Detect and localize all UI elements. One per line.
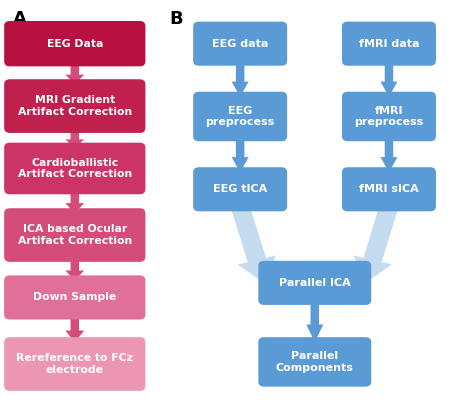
FancyBboxPatch shape [4,275,146,319]
Text: Cardioballistic
Artifact Correction: Cardioballistic Artifact Correction [18,158,132,179]
Text: EEG Data: EEG Data [46,39,103,49]
FancyBboxPatch shape [342,22,436,66]
Text: EEG data: EEG data [212,39,268,49]
Text: ICA based Ocular
Artifact Correction: ICA based Ocular Artifact Correction [18,224,132,246]
Text: fMRI data: fMRI data [359,39,419,49]
FancyBboxPatch shape [4,208,146,262]
FancyBboxPatch shape [258,261,371,305]
Text: Down Sample: Down Sample [33,292,117,302]
FancyBboxPatch shape [193,167,287,211]
FancyBboxPatch shape [258,337,371,387]
Polygon shape [65,61,84,84]
FancyBboxPatch shape [342,167,436,211]
Polygon shape [381,136,398,172]
FancyBboxPatch shape [193,22,287,66]
FancyBboxPatch shape [4,337,146,391]
Text: B: B [169,10,183,28]
FancyBboxPatch shape [4,79,146,133]
Polygon shape [65,189,84,213]
Text: Rereference to FCz
electrode: Rereference to FCz electrode [16,353,133,375]
Polygon shape [306,300,323,342]
Polygon shape [65,128,84,148]
Text: EEG
preprocess: EEG preprocess [206,106,275,127]
Polygon shape [381,61,398,97]
Polygon shape [65,257,84,280]
Text: EEG tICA: EEG tICA [213,184,267,194]
Text: fMRI
preprocess: fMRI preprocess [355,106,424,127]
Polygon shape [232,61,249,97]
Text: MRI Gradient
Artifact Correction: MRI Gradient Artifact Correction [18,95,132,117]
Text: Parallel
Components: Parallel Components [276,351,354,373]
FancyBboxPatch shape [342,92,436,141]
Text: A: A [13,10,27,28]
FancyBboxPatch shape [193,92,287,141]
Polygon shape [231,204,276,283]
Text: Parallel ICA: Parallel ICA [279,278,351,288]
FancyBboxPatch shape [4,21,146,66]
Polygon shape [354,204,398,283]
Polygon shape [65,314,84,342]
Text: fMRI sICA: fMRI sICA [359,184,419,194]
FancyBboxPatch shape [4,143,146,194]
Polygon shape [232,136,249,172]
